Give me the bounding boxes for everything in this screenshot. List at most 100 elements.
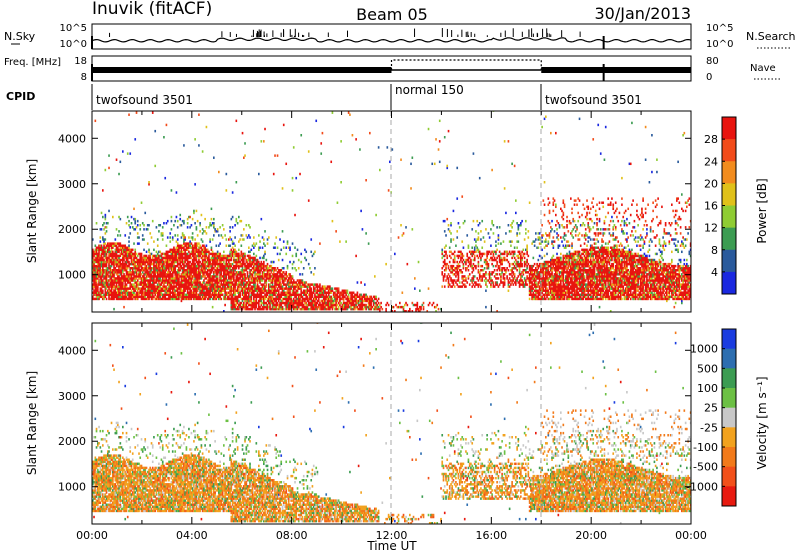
range-gate-cell xyxy=(203,244,205,247)
range-gate-cell xyxy=(204,264,206,268)
range-gate-cell xyxy=(110,291,113,294)
range-gate-cell xyxy=(95,285,98,288)
range-gate-cell xyxy=(488,277,491,280)
range-gate-cell xyxy=(250,260,253,264)
range-gate-cell xyxy=(294,295,296,299)
range-gate-cell xyxy=(155,287,158,290)
range-gate-cell xyxy=(253,260,255,264)
range-gate-cell xyxy=(92,283,94,286)
range-gate-cell xyxy=(433,162,436,166)
range-gate-cell xyxy=(221,269,224,272)
range-gate-cell xyxy=(477,238,480,241)
range-gate-cell xyxy=(271,301,274,305)
range-gate-cell xyxy=(120,244,123,247)
range-gate-cell xyxy=(170,277,173,280)
range-gate-cell xyxy=(285,271,288,274)
range-gate-cell xyxy=(456,197,459,200)
range-gate-cell xyxy=(208,267,210,270)
range-gate-cell xyxy=(285,246,288,249)
range-gate-cell xyxy=(263,299,265,303)
range-gate-cell xyxy=(366,299,369,303)
range-gate-cell xyxy=(446,166,449,170)
range-gate-cell xyxy=(458,226,461,229)
range-gate-cell xyxy=(133,228,135,231)
range-gate-cell xyxy=(168,291,170,294)
range-gate-cell xyxy=(144,287,147,290)
range-gate-cell xyxy=(361,303,364,307)
range-gate-cell xyxy=(445,252,447,256)
range-gate-cell xyxy=(249,297,251,301)
range-gate-cell xyxy=(95,258,98,262)
range-gate-cell xyxy=(144,258,147,262)
range-gate-cell xyxy=(173,224,175,227)
range-gate-cell xyxy=(179,267,182,270)
range-gate-cell xyxy=(215,262,218,266)
range-gate-cell xyxy=(196,254,199,258)
range-gate-cell xyxy=(230,271,233,274)
range-gate-cell xyxy=(203,279,205,282)
range-gate-cell xyxy=(173,293,175,297)
range-gate-cell xyxy=(300,307,303,311)
range-gate-cell xyxy=(239,281,241,284)
range-gate-cell xyxy=(344,289,346,292)
range-gate-cell xyxy=(226,285,229,288)
range-gate-cell xyxy=(179,293,182,297)
range-gate-cell xyxy=(178,252,180,256)
range-gate-cell xyxy=(450,240,452,243)
range-gate-cell xyxy=(208,293,210,297)
range-gate-cell xyxy=(98,297,100,301)
range-gate-cell xyxy=(141,277,144,280)
range-gate-cell xyxy=(136,283,139,286)
range-gate-cell xyxy=(240,281,243,284)
range-gate-cell xyxy=(204,230,206,233)
range-gate-cell xyxy=(419,289,421,292)
range-gate-cell xyxy=(170,279,173,282)
range-gate-cell xyxy=(243,289,245,292)
range-gate-cell xyxy=(125,291,128,294)
range-gate-cell xyxy=(226,262,229,266)
range-gate-cell xyxy=(112,254,114,258)
range-gate-cell xyxy=(204,217,206,221)
range-gate-cell xyxy=(286,305,289,309)
range-gate-cell xyxy=(108,297,110,301)
range-gate-cell xyxy=(176,289,179,292)
range-gate-cell xyxy=(216,228,219,231)
range-gate-cell xyxy=(307,297,310,301)
range-gate-cell xyxy=(129,267,132,270)
range-gate-cell xyxy=(94,275,97,278)
range-gate-cell xyxy=(276,277,279,280)
range-gate-cell xyxy=(151,277,154,280)
range-gate-cell xyxy=(391,148,394,151)
range-gate-cell xyxy=(251,293,254,297)
range-gate-cell xyxy=(99,295,102,299)
range-gate-cell xyxy=(163,260,165,264)
range-gate-cell xyxy=(184,297,186,301)
range-gate-cell xyxy=(350,295,352,299)
range-gate-cell xyxy=(145,293,148,297)
range-gate-cell xyxy=(119,234,122,237)
range-gate-cell xyxy=(233,303,235,307)
range-gate-cell xyxy=(483,252,486,256)
range-gate-cell xyxy=(223,289,225,292)
range-gate-cell xyxy=(211,262,214,266)
range-gate-cell xyxy=(180,252,183,256)
range-gate-cell xyxy=(110,289,113,292)
range-gate-cell xyxy=(204,277,206,280)
range-gate-cell xyxy=(367,303,370,307)
range-gate-cell xyxy=(148,264,150,268)
freq-band xyxy=(541,67,691,73)
range-gate-cell xyxy=(287,287,290,290)
range-gate-cell xyxy=(198,285,200,288)
range-gate-cell xyxy=(144,279,147,282)
range-gate-cell xyxy=(176,226,179,229)
range-gate-cell xyxy=(193,285,195,288)
range-gate-cell xyxy=(146,287,149,290)
range-gate-cell xyxy=(250,297,253,301)
range-gate-cell xyxy=(138,236,140,239)
range-gate-cell xyxy=(178,258,180,262)
range-gate-cell xyxy=(92,275,94,278)
range-gate-cell xyxy=(115,250,118,254)
range-gate-cell xyxy=(352,303,355,307)
range-gate-cell xyxy=(401,291,404,294)
range-gate-cell xyxy=(263,285,265,288)
